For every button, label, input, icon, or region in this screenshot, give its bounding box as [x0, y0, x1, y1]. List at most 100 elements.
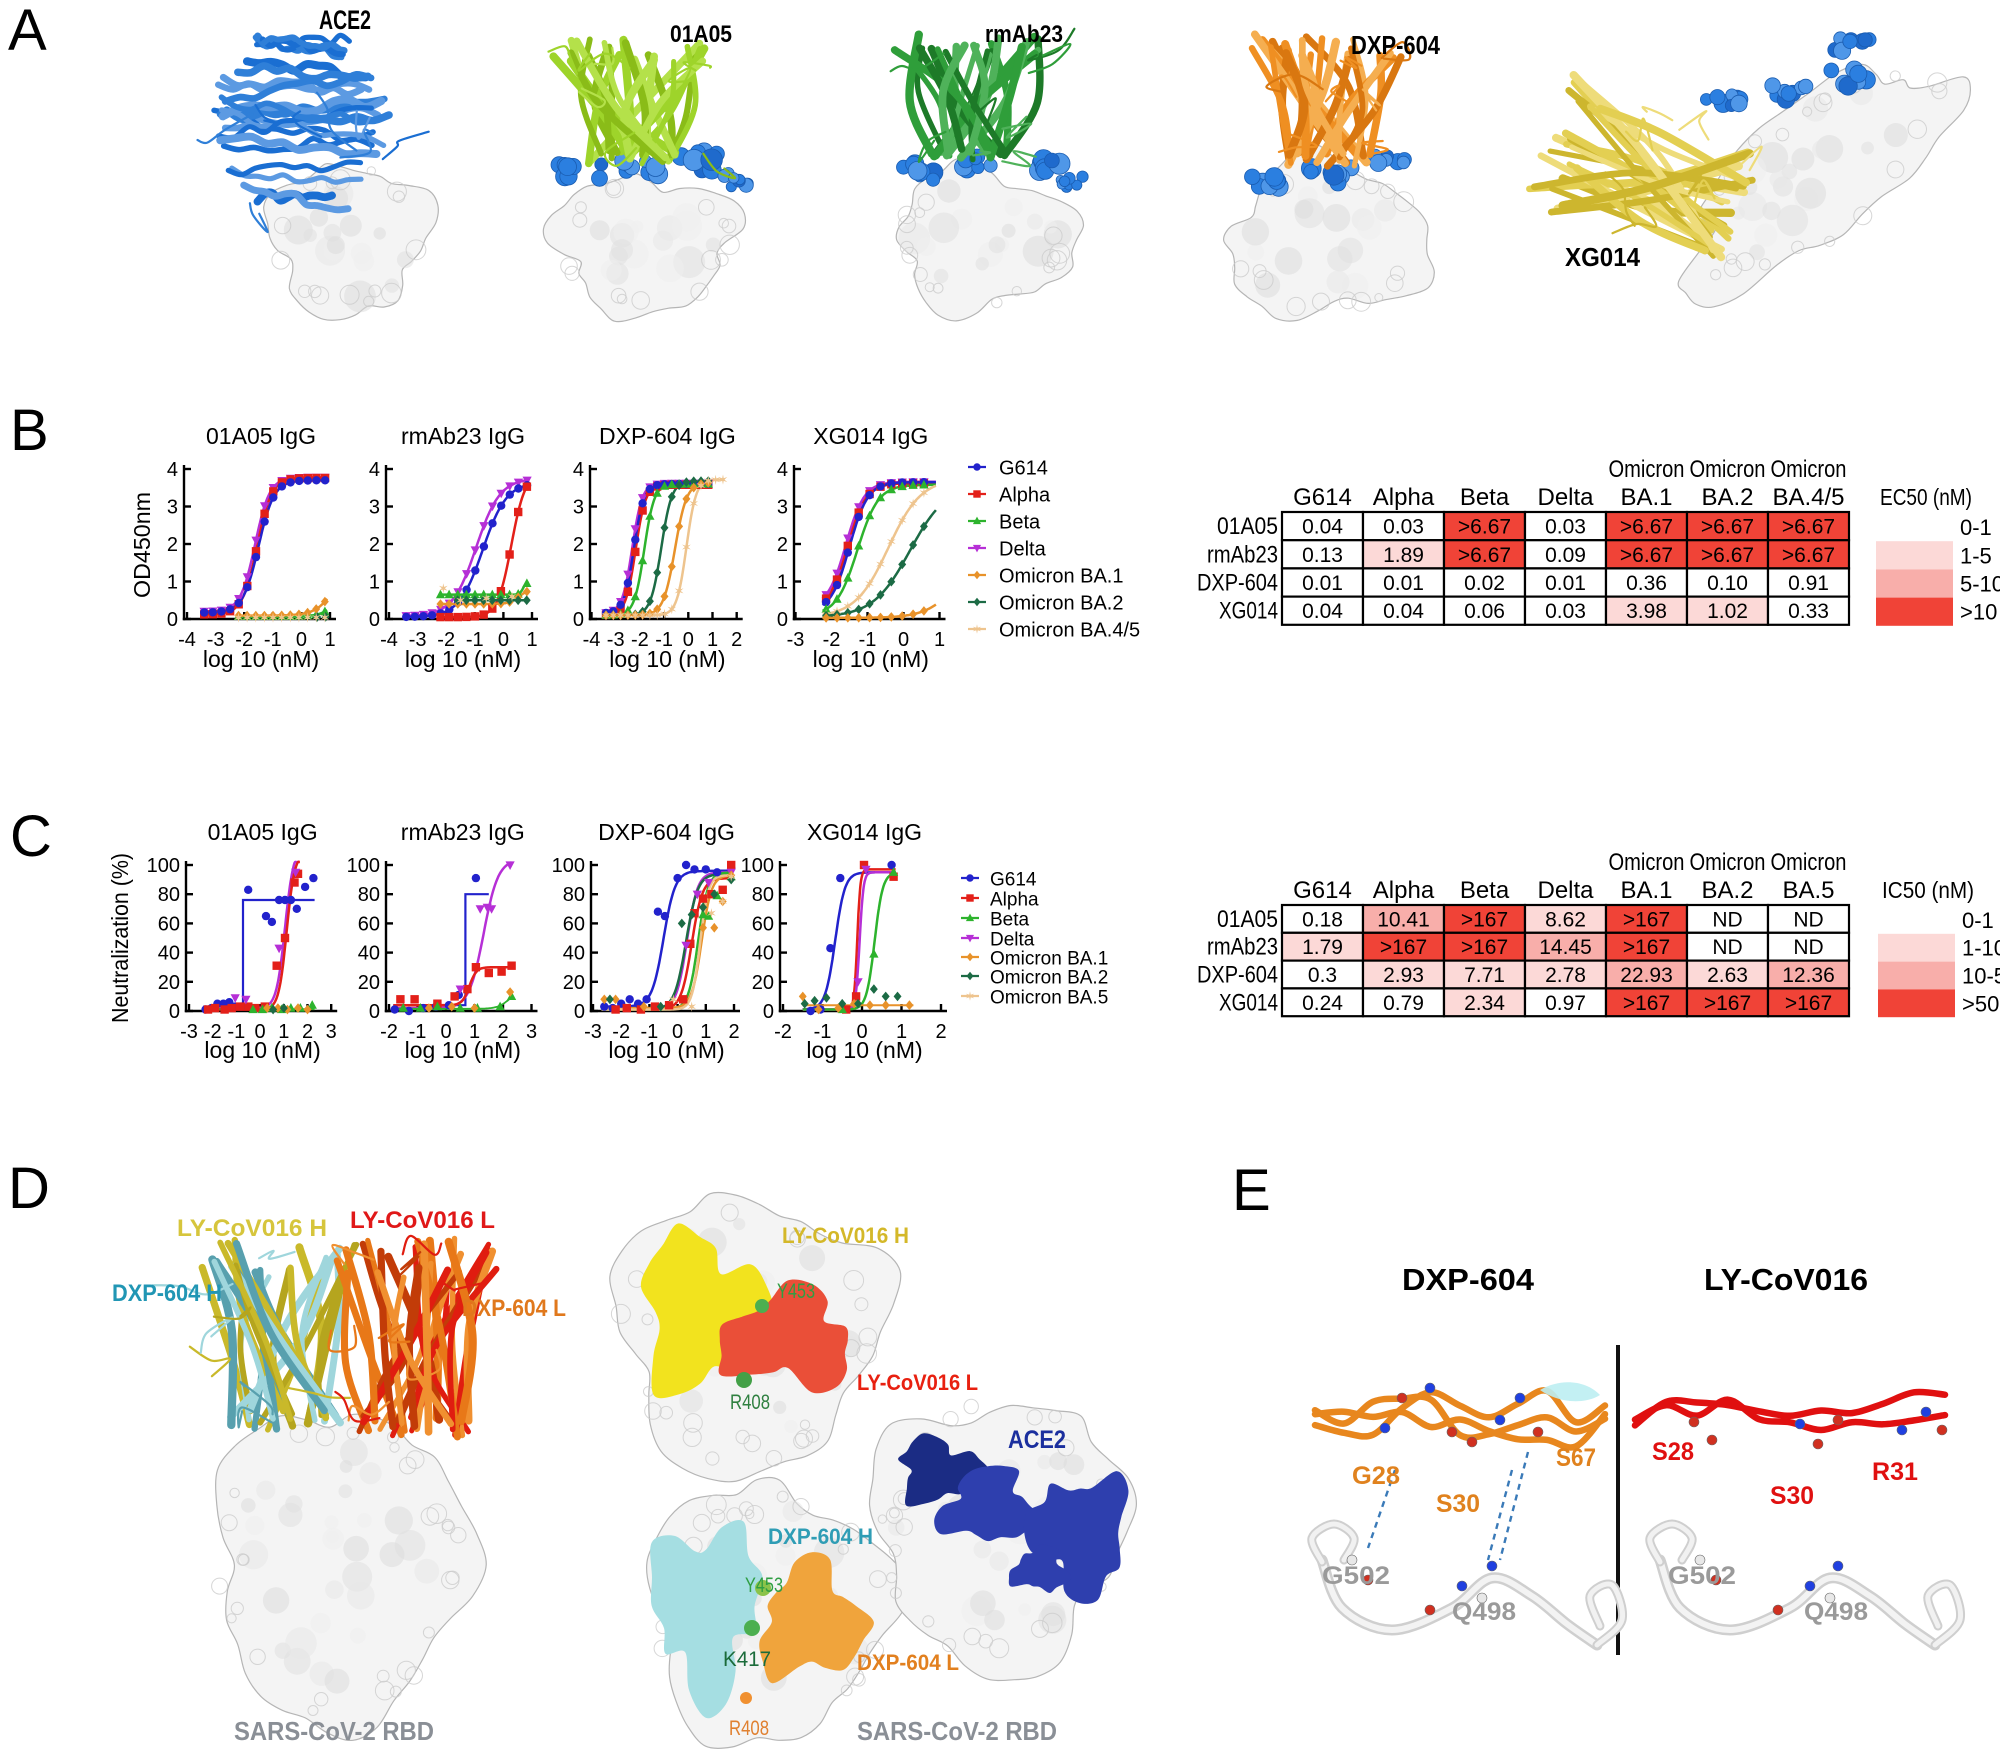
svg-text:2: 2 — [935, 1021, 946, 1043]
svg-text:20: 20 — [752, 972, 774, 994]
svg-text:S30: S30 — [1770, 1482, 1814, 1510]
svg-text:0: 0 — [898, 629, 909, 651]
svg-text:1.89: 1.89 — [1383, 544, 1424, 567]
svg-text:0.03: 0.03 — [1545, 516, 1586, 539]
svg-text:DXP-604 IgG: DXP-604 IgG — [598, 819, 735, 845]
svg-text:4: 4 — [369, 459, 380, 481]
svg-text:LY-CoV016 L: LY-CoV016 L — [350, 1207, 495, 1234]
svg-text:-4: -4 — [380, 629, 398, 651]
svg-text:BA.2: BA.2 — [1701, 484, 1753, 511]
svg-text:01A05: 01A05 — [1217, 513, 1278, 540]
svg-text:0: 0 — [369, 1001, 380, 1023]
svg-text:60: 60 — [358, 913, 380, 935]
svg-text:0: 0 — [440, 1021, 451, 1043]
svg-text:0: 0 — [763, 1001, 774, 1023]
svg-text:LY-CoV016: LY-CoV016 — [1704, 1262, 1868, 1297]
svg-text:IC50 (nM): IC50 (nM) — [1882, 877, 1974, 903]
svg-text:Neutralization (%): Neutralization (%) — [107, 853, 133, 1023]
svg-text:>10: >10 — [1960, 600, 1997, 625]
svg-text:0.3: 0.3 — [1308, 964, 1337, 987]
svg-text:-1: -1 — [641, 1021, 659, 1043]
svg-text:100: 100 — [552, 855, 585, 877]
svg-text:>167: >167 — [1461, 908, 1508, 931]
svg-text:2.63: 2.63 — [1707, 964, 1748, 987]
svg-text:1-10: 1-10 — [1962, 936, 2000, 961]
svg-text:1: 1 — [707, 629, 718, 651]
svg-text:0.10: 0.10 — [1707, 572, 1748, 595]
svg-text:Omicron BA.1: Omicron BA.1 — [999, 566, 1123, 588]
svg-text:0: 0 — [856, 1021, 867, 1043]
svg-text:>6.67: >6.67 — [1701, 544, 1754, 567]
svg-text:0.04: 0.04 — [1383, 600, 1424, 623]
svg-text:Delta: Delta — [1537, 484, 1594, 511]
svg-text:0.36: 0.36 — [1626, 572, 1667, 595]
svg-text:0: 0 — [296, 629, 307, 651]
svg-text:0.04: 0.04 — [1302, 516, 1343, 539]
svg-text:Alpha: Alpha — [1373, 484, 1435, 511]
svg-text:0.18: 0.18 — [1302, 908, 1343, 931]
svg-text:Omicron BA.1: Omicron BA.1 — [990, 949, 1108, 970]
svg-text:20: 20 — [358, 972, 380, 994]
svg-text:Q498: Q498 — [1804, 1598, 1868, 1626]
svg-text:XG014: XG014 — [1219, 598, 1278, 625]
svg-text:-2: -2 — [437, 629, 455, 651]
svg-text:0-1: 0-1 — [1962, 908, 1994, 933]
svg-text:log 10 (nM): log 10 (nM) — [203, 646, 319, 672]
svg-text:12.36: 12.36 — [1782, 964, 1835, 987]
svg-text:01A05: 01A05 — [670, 21, 732, 48]
svg-text:0.03: 0.03 — [1545, 600, 1586, 623]
svg-text:rmAb23: rmAb23 — [1207, 541, 1278, 568]
svg-text:Omicron BA.2: Omicron BA.2 — [999, 593, 1123, 615]
svg-text:2: 2 — [731, 629, 742, 651]
svg-text:C: C — [10, 804, 52, 869]
svg-text:>50: >50 — [1962, 991, 1999, 1016]
svg-text:XG014: XG014 — [1565, 242, 1640, 272]
svg-text:60: 60 — [158, 913, 180, 935]
svg-text:DXP-604 H: DXP-604 H — [112, 1280, 222, 1307]
svg-text:ACE2: ACE2 — [1008, 1426, 1066, 1454]
svg-text:2.78: 2.78 — [1545, 964, 1586, 987]
svg-text:log 10 (nM): log 10 (nM) — [609, 646, 725, 672]
svg-text:>167: >167 — [1785, 992, 1832, 1015]
svg-text:>167: >167 — [1623, 908, 1670, 931]
svg-text:2: 2 — [573, 534, 584, 556]
svg-text:3: 3 — [573, 497, 584, 519]
svg-text:OD450nm: OD450nm — [129, 492, 155, 598]
svg-text:0.06: 0.06 — [1464, 600, 1505, 623]
svg-text:Omicron BA.4/5: Omicron BA.4/5 — [999, 620, 1140, 642]
svg-text:20: 20 — [563, 972, 585, 994]
svg-text:>6.67: >6.67 — [1620, 516, 1673, 539]
svg-text:G28: G28 — [1352, 1462, 1400, 1490]
svg-text:>167: >167 — [1380, 936, 1427, 959]
svg-text:3: 3 — [369, 497, 380, 519]
svg-text:3: 3 — [326, 1021, 337, 1043]
svg-text:2.93: 2.93 — [1383, 964, 1424, 987]
svg-text:0.24: 0.24 — [1302, 992, 1343, 1015]
svg-text:60: 60 — [563, 913, 585, 935]
svg-text:1: 1 — [934, 629, 945, 651]
svg-text:40: 40 — [158, 943, 180, 965]
svg-text:ACE2: ACE2 — [319, 5, 371, 35]
svg-text:-4: -4 — [583, 629, 601, 651]
svg-text:0.02: 0.02 — [1464, 572, 1505, 595]
svg-text:SARS-CoV-2 RBD: SARS-CoV-2 RBD — [234, 1716, 434, 1746]
svg-text:DXP-604: DXP-604 — [1351, 30, 1440, 60]
svg-text:1: 1 — [278, 1021, 289, 1043]
svg-text:E: E — [1232, 1158, 1271, 1223]
svg-text:-3: -3 — [607, 629, 625, 651]
svg-text:Omicron BA.5: Omicron BA.5 — [990, 988, 1108, 1009]
svg-text:1: 1 — [167, 572, 178, 594]
svg-text:0.09: 0.09 — [1545, 544, 1586, 567]
svg-text:40: 40 — [563, 943, 585, 965]
svg-text:log 10 (nM): log 10 (nM) — [405, 1037, 521, 1063]
svg-text:0: 0 — [255, 1021, 266, 1043]
svg-text:0.97: 0.97 — [1545, 992, 1586, 1015]
svg-text:1: 1 — [896, 1021, 907, 1043]
svg-text:10.41: 10.41 — [1377, 908, 1430, 931]
svg-text:1: 1 — [324, 629, 335, 651]
svg-text:Y453: Y453 — [777, 1280, 815, 1303]
svg-text:>167: >167 — [1704, 992, 1751, 1015]
svg-text:Beta: Beta — [1460, 877, 1510, 904]
svg-text:0.13: 0.13 — [1302, 544, 1343, 567]
svg-text:-1: -1 — [814, 1021, 832, 1043]
